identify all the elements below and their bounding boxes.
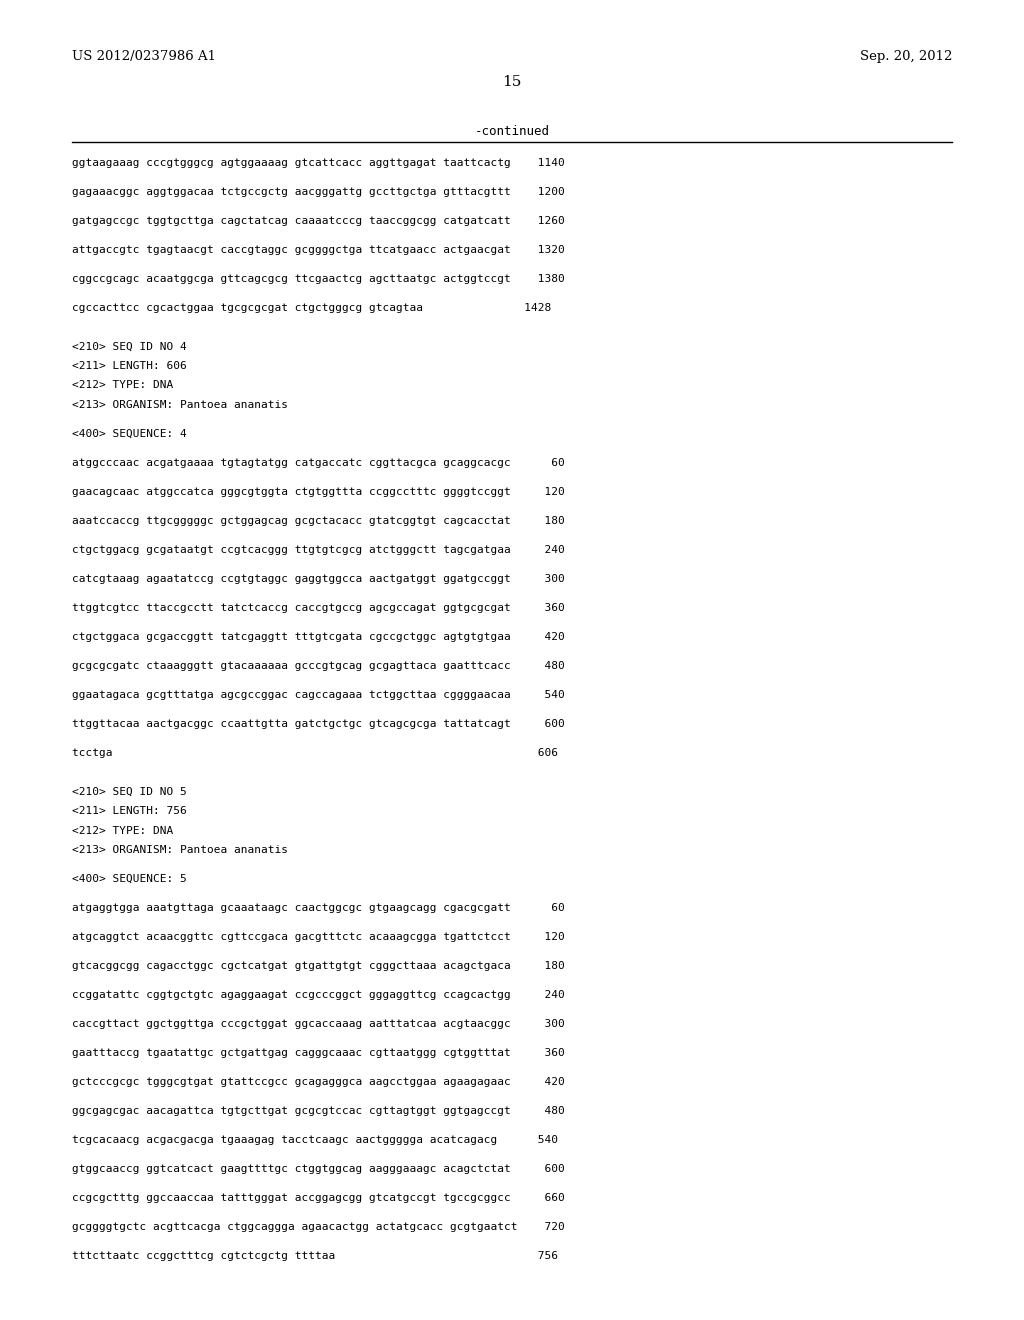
Text: <400> SEQUENCE: 4: <400> SEQUENCE: 4 <box>72 429 186 440</box>
Text: atgaggtgga aaatgttaga gcaaataagc caactggcgc gtgaagcagg cgacgcgatt      60: atgaggtgga aaatgttaga gcaaataagc caactgg… <box>72 903 565 913</box>
Text: gtcacggcgg cagacctggc cgctcatgat gtgattgtgt cgggcttaaa acagctgaca     180: gtcacggcgg cagacctggc cgctcatgat gtgattg… <box>72 961 565 972</box>
Text: ctgctggaca gcgaccggtt tatcgaggtt tttgtcgata cgccgctggc agtgtgtgaa     420: ctgctggaca gcgaccggtt tatcgaggtt tttgtcg… <box>72 632 565 642</box>
Text: tttcttaatc ccggctttcg cgtctcgctg ttttaa                              756: tttcttaatc ccggctttcg cgtctcgctg ttttaa … <box>72 1251 558 1261</box>
Text: <212> TYPE: DNA: <212> TYPE: DNA <box>72 380 173 391</box>
Text: gtggcaaccg ggtcatcact gaagttttgc ctggtggcag aagggaaagc acagctctat     600: gtggcaaccg ggtcatcact gaagttttgc ctggtgg… <box>72 1164 565 1173</box>
Text: <211> LENGTH: 756: <211> LENGTH: 756 <box>72 807 186 816</box>
Text: atggcccaac acgatgaaaa tgtagtatgg catgaccatc cggttacgca gcaggcacgc      60: atggcccaac acgatgaaaa tgtagtatgg catgacc… <box>72 458 565 469</box>
Text: gaacagcaac atggccatca gggcgtggta ctgtggttta ccggcctttc ggggtccggt     120: gaacagcaac atggccatca gggcgtggta ctgtggt… <box>72 487 565 498</box>
Text: <211> LENGTH: 606: <211> LENGTH: 606 <box>72 360 186 371</box>
Text: ccgcgctttg ggccaaccaa tatttgggat accggagcgg gtcatgccgt tgccgcggcc     660: ccgcgctttg ggccaaccaa tatttgggat accggag… <box>72 1193 565 1203</box>
Text: US 2012/0237986 A1: US 2012/0237986 A1 <box>72 50 216 63</box>
Text: tcctga                                                               606: tcctga 606 <box>72 748 558 758</box>
Text: Sep. 20, 2012: Sep. 20, 2012 <box>859 50 952 63</box>
Text: caccgttact ggctggttga cccgctggat ggcaccaaag aatttatcaa acgtaacggc     300: caccgttact ggctggttga cccgctggat ggcacca… <box>72 1019 565 1030</box>
Text: ggaatagaca gcgtttatga agcgccggac cagccagaaa tctggcttaa cggggaacaa     540: ggaatagaca gcgtttatga agcgccggac cagccag… <box>72 690 565 700</box>
Text: gagaaacggc aggtggacaa tctgccgctg aacgggattg gccttgctga gtttacgttt    1200: gagaaacggc aggtggacaa tctgccgctg aacggga… <box>72 187 565 197</box>
Text: catcgtaaag agaatatccg ccgtgtaggc gaggtggcca aactgatggt ggatgccggt     300: catcgtaaag agaatatccg ccgtgtaggc gaggtgg… <box>72 574 565 583</box>
Text: ctgctggacg gcgataatgt ccgtcacggg ttgtgtcgcg atctgggctt tagcgatgaa     240: ctgctggacg gcgataatgt ccgtcacggg ttgtgtc… <box>72 545 565 554</box>
Text: ggcgagcgac aacagattca tgtgcttgat gcgcgtccac cgttagtggt ggtgagccgt     480: ggcgagcgac aacagattca tgtgcttgat gcgcgtc… <box>72 1106 565 1115</box>
Text: attgaccgtc tgagtaacgt caccgtaggc gcggggctga ttcatgaacc actgaacgat    1320: attgaccgtc tgagtaacgt caccgtaggc gcggggc… <box>72 246 565 255</box>
Text: cggccgcagc acaatggcga gttcagcgcg ttcgaactcg agcttaatgc actggtccgt    1380: cggccgcagc acaatggcga gttcagcgcg ttcgaac… <box>72 275 565 284</box>
Text: <212> TYPE: DNA: <212> TYPE: DNA <box>72 825 173 836</box>
Text: <210> SEQ ID NO 5: <210> SEQ ID NO 5 <box>72 787 186 796</box>
Text: <213> ORGANISM: Pantoea ananatis: <213> ORGANISM: Pantoea ananatis <box>72 400 288 411</box>
Text: tcgcacaacg acgacgacga tgaaagag tacctcaagc aactggggga acatcagacg      540: tcgcacaacg acgacgacga tgaaagag tacctcaag… <box>72 1135 558 1144</box>
Text: -continued: -continued <box>474 125 550 139</box>
Text: ggtaagaaag cccgtgggcg agtggaaaag gtcattcacc aggttgagat taattcactg    1140: ggtaagaaag cccgtgggcg agtggaaaag gtcattc… <box>72 158 565 168</box>
Text: <210> SEQ ID NO 4: <210> SEQ ID NO 4 <box>72 342 186 351</box>
Text: gcgcgcgatc ctaaagggtt gtacaaaaaa gcccgtgcag gcgagttaca gaatttcacc     480: gcgcgcgatc ctaaagggtt gtacaaaaaa gcccgtg… <box>72 661 565 671</box>
Text: 15: 15 <box>503 75 521 88</box>
Text: <400> SEQUENCE: 5: <400> SEQUENCE: 5 <box>72 874 186 884</box>
Text: cgccacttcc cgcactggaa tgcgcgcgat ctgctgggcg gtcagtaa               1428: cgccacttcc cgcactggaa tgcgcgcgat ctgctgg… <box>72 304 551 313</box>
Text: aaatccaccg ttgcgggggc gctggagcag gcgctacacc gtatcggtgt cagcacctat     180: aaatccaccg ttgcgggggc gctggagcag gcgctac… <box>72 516 565 525</box>
Text: atgcaggtct acaacggttc cgttccgaca gacgtttctc acaaagcgga tgattctcct     120: atgcaggtct acaacggttc cgttccgaca gacgttt… <box>72 932 565 942</box>
Text: ttggtcgtcc ttaccgcctt tatctcaccg caccgtgccg agcgccagat ggtgcgcgat     360: ttggtcgtcc ttaccgcctt tatctcaccg caccgtg… <box>72 603 565 612</box>
Text: ccggatattc cggtgctgtc agaggaagat ccgcccggct gggaggttcg ccagcactgg     240: ccggatattc cggtgctgtc agaggaagat ccgcccg… <box>72 990 565 1001</box>
Text: <213> ORGANISM: Pantoea ananatis: <213> ORGANISM: Pantoea ananatis <box>72 845 288 855</box>
Text: gctcccgcgc tgggcgtgat gtattccgcc gcagagggca aagcctggaa agaagagaac     420: gctcccgcgc tgggcgtgat gtattccgcc gcagagg… <box>72 1077 565 1086</box>
Text: gcggggtgctc acgttcacga ctggcaggga agaacactgg actatgcacc gcgtgaatct    720: gcggggtgctc acgttcacga ctggcaggga agaaca… <box>72 1222 565 1232</box>
Text: gatgagccgc tggtgcttga cagctatcag caaaatcccg taaccggcgg catgatcatt    1260: gatgagccgc tggtgcttga cagctatcag caaaatc… <box>72 216 565 226</box>
Text: ttggttacaa aactgacggc ccaattgtta gatctgctgc gtcagcgcga tattatcagt     600: ttggttacaa aactgacggc ccaattgtta gatctgc… <box>72 719 565 729</box>
Text: gaatttaccg tgaatattgc gctgattgag cagggcaaac cgttaatggg cgtggtttat     360: gaatttaccg tgaatattgc gctgattgag cagggca… <box>72 1048 565 1059</box>
